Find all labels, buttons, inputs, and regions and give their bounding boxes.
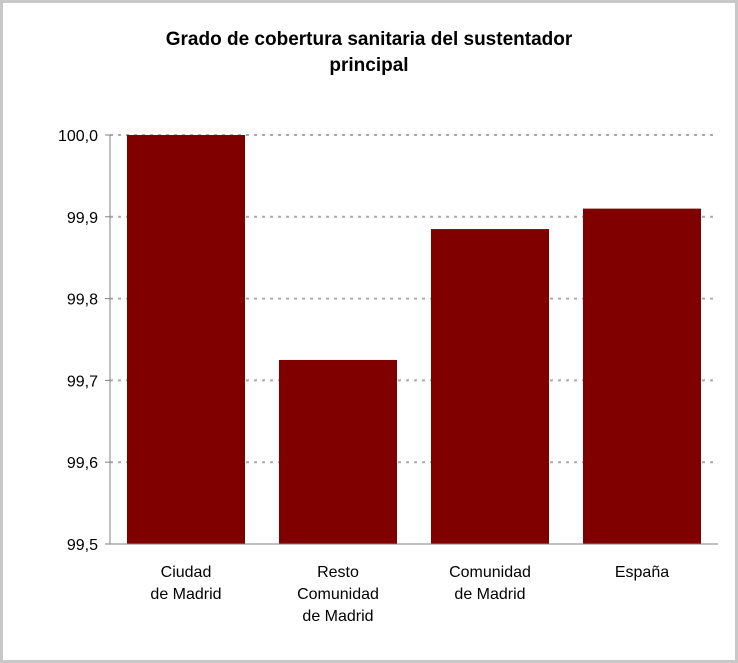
x-tick-label-line: Comunidad [449,564,531,581]
x-tick-label: Resto Comunidad de Madrid [297,564,379,625]
x-tick-label-line: Ciudad [161,564,212,581]
chart-title-line-2: principal [329,55,409,76]
x-tick-label: Comunidad de Madrid [449,564,531,603]
x-tick-label-line: de Madrid [302,608,373,625]
bar [583,208,701,544]
y-tick-label: 99,7 [67,373,98,390]
y-tick-label: 99,5 [67,537,98,554]
x-tick-label-line: de Madrid [454,586,525,603]
x-tick-label-line: de Madrid [150,586,221,603]
x-tick-label: España [615,564,669,581]
y-tick-label: 99,9 [67,210,98,227]
bar [279,359,397,544]
x-tick-label-line: Resto [317,564,359,581]
bar [127,135,245,544]
chart-title-line-1: Grado de cobertura sanitaria del sustent… [165,29,573,50]
x-tick-label: Ciudad de Madrid [150,564,221,603]
y-tick-label: 99,8 [67,292,98,309]
x-tick-label-line: Comunidad [297,586,379,603]
x-tick-label-line: España [615,564,669,581]
bar [431,229,549,544]
y-tick-label: 100,0 [58,128,98,145]
chart-title: Grado de cobertura sanitaria del sustent… [0,27,738,79]
y-tick-label: 99,6 [67,455,98,472]
